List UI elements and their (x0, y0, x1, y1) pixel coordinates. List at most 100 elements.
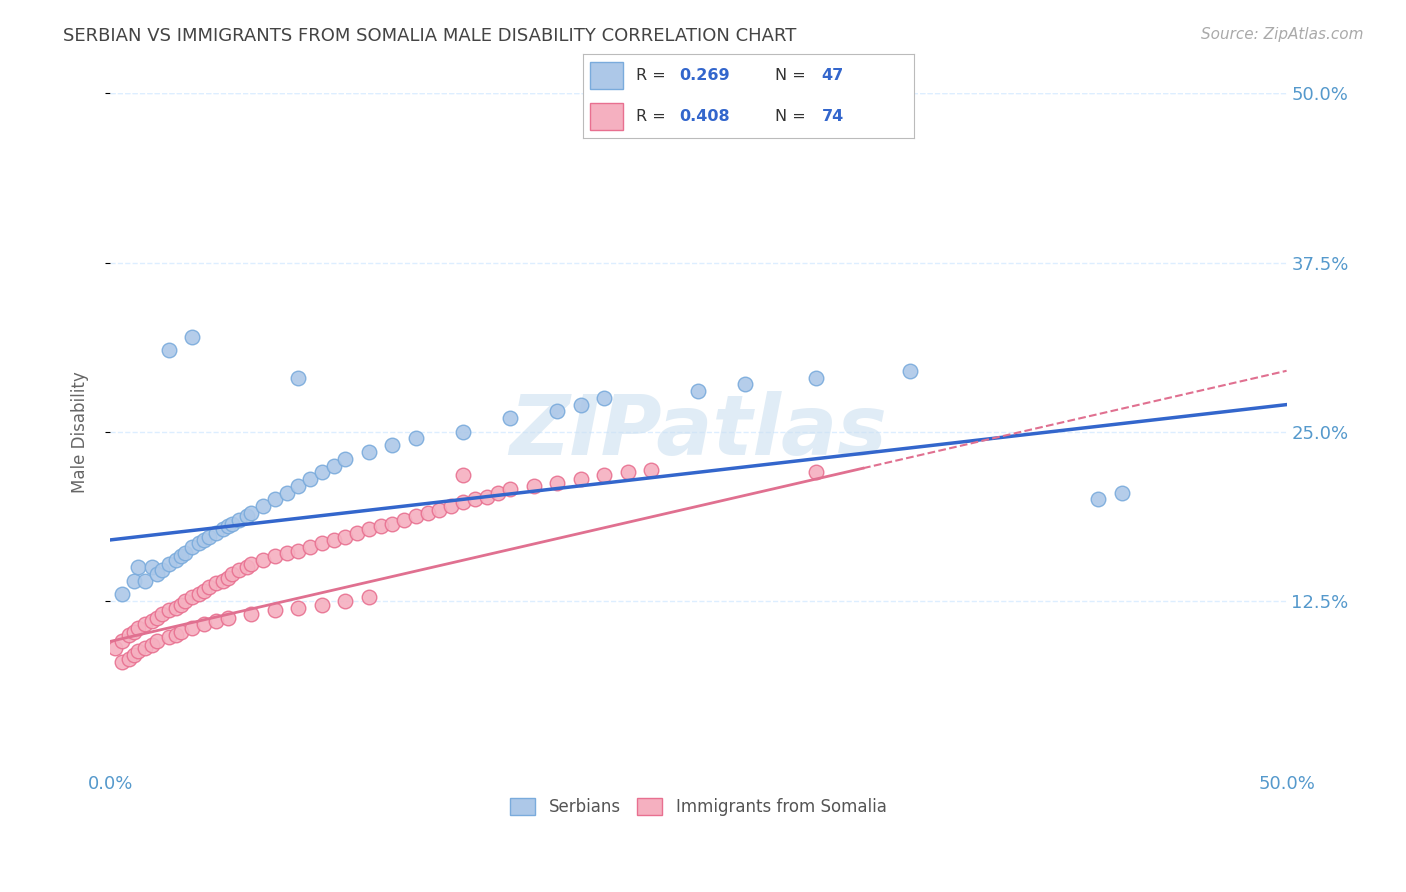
Point (150, 563, 173, 577)
Point (169, 624, 191, 639)
Point (169, 549, 191, 564)
Point (104, 641, 127, 656)
Point (118, 628, 141, 642)
Point (174, 546, 197, 560)
Point (451, 425, 474, 439)
Text: Source: ZipAtlas.com: Source: ZipAtlas.com (1201, 27, 1364, 42)
Point (198, 530, 221, 544)
Point (217, 519, 239, 533)
Point (240, 506, 263, 520)
Point (146, 611, 169, 625)
Point (276, 546, 298, 560)
Text: ZIPatlas: ZIPatlas (509, 392, 887, 472)
Point (486, 485, 509, 500)
Point (263, 492, 285, 507)
Point (111, 655, 134, 669)
Point (181, 590, 204, 604)
Text: SERBIAN VS IMMIGRANTS FROM SOMALIA MALE DISABILITY CORRELATION CHART: SERBIAN VS IMMIGRANTS FROM SOMALIA MALE … (63, 27, 797, 45)
Text: 0.269: 0.269 (679, 68, 730, 83)
Text: N =: N = (775, 68, 806, 83)
Point (165, 628, 187, 642)
Point (276, 485, 298, 500)
Point (335, 530, 357, 544)
Point (299, 472, 322, 486)
Point (198, 580, 221, 594)
Point (157, 558, 180, 572)
Point (311, 535, 333, 549)
Point (157, 631, 180, 645)
Point (217, 571, 239, 585)
Point (127, 644, 149, 658)
Point (205, 526, 228, 541)
Point (188, 535, 211, 549)
Bar (591, 62, 623, 89)
Point (165, 553, 187, 567)
Point (240, 607, 263, 622)
Point (311, 465, 333, 479)
Point (804, 465, 827, 479)
Point (464, 492, 486, 507)
Point (357, 522, 380, 536)
Point (335, 594, 357, 608)
Point (287, 370, 309, 384)
Point (228, 513, 250, 527)
Point (181, 540, 204, 554)
Point (141, 639, 163, 653)
Point (212, 522, 235, 536)
Point (235, 508, 257, 523)
Point (381, 516, 404, 531)
Point (311, 598, 333, 612)
Point (322, 533, 344, 547)
Point (287, 479, 309, 493)
Point (523, 479, 546, 493)
Point (146, 566, 169, 581)
Point (263, 603, 285, 617)
Point (299, 540, 322, 554)
Point (287, 543, 309, 558)
Point (1087, 492, 1109, 507)
Point (429, 503, 451, 517)
Point (569, 472, 592, 486)
Point (475, 490, 498, 504)
Point (146, 634, 169, 648)
Point (150, 607, 173, 622)
Point (451, 467, 474, 482)
Text: R =: R = (637, 109, 666, 124)
Point (357, 590, 380, 604)
Point (322, 458, 344, 473)
Point (569, 398, 592, 412)
Point (734, 377, 756, 392)
Point (252, 553, 274, 567)
Point (111, 587, 134, 601)
Bar (591, 103, 623, 130)
Point (688, 384, 710, 398)
Point (235, 560, 257, 574)
Text: N =: N = (775, 109, 806, 124)
Point (357, 445, 380, 459)
Point (193, 533, 215, 547)
Point (416, 506, 439, 520)
Point (499, 482, 522, 496)
Point (593, 391, 616, 405)
Legend: Serbians, Immigrants from Somalia: Serbians, Immigrants from Somalia (503, 791, 893, 822)
Point (287, 600, 309, 615)
Point (127, 560, 149, 574)
Point (174, 594, 197, 608)
Point (193, 584, 215, 599)
Point (141, 614, 163, 628)
Point (228, 563, 250, 577)
Point (346, 526, 368, 541)
Point (165, 600, 187, 615)
Point (405, 432, 427, 446)
Point (157, 603, 180, 617)
Text: 47: 47 (821, 68, 844, 83)
Point (127, 621, 149, 635)
Point (804, 370, 827, 384)
Y-axis label: Male Disability: Male Disability (72, 371, 89, 492)
Point (169, 598, 191, 612)
Point (392, 513, 415, 527)
Point (157, 343, 180, 358)
Point (252, 499, 274, 513)
Point (546, 404, 568, 418)
Point (212, 574, 235, 588)
